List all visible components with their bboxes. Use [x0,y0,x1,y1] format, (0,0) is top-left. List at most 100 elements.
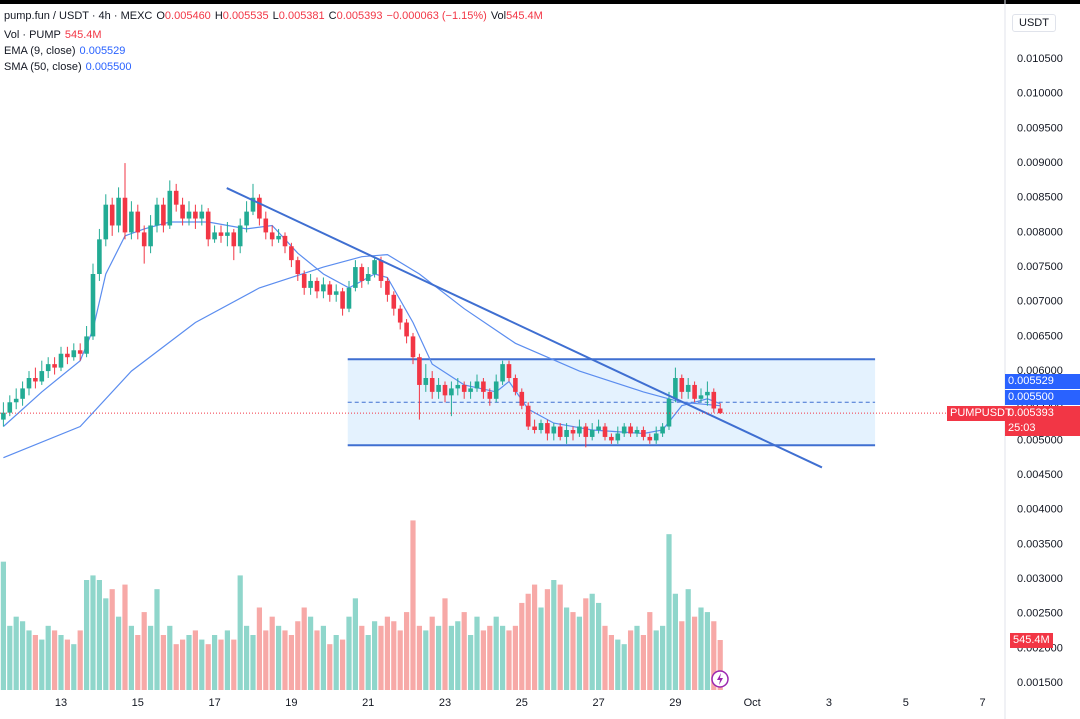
candle-body [141,232,147,247]
top-strip [0,0,1080,4]
ohlc-key: C [328,10,337,22]
candle-body [481,381,486,392]
x-tick-label: 7 [980,697,986,709]
volume-bar [218,639,224,690]
x-tick-label: 15 [132,697,144,709]
unit-label: USDT [1012,14,1056,32]
y-tick-label: 0.003000 [1017,573,1063,585]
volume-bar [352,598,358,690]
volume-bar [717,640,723,690]
volume-bar [371,621,378,690]
volume-bar [109,589,115,690]
volume-bar [250,635,256,690]
volume-bar [480,630,486,690]
candle-body [621,426,627,434]
candle-body [493,381,499,399]
volume-bar [282,630,288,690]
candle-body [333,291,339,295]
volume-bar [691,616,698,690]
price-tag-countdown: 25:03 [1008,421,1036,434]
candle-body [20,388,25,399]
volume-bar [141,612,147,690]
ohlc-key: O [156,10,165,22]
volume-bar [474,616,480,690]
x-tick-label: 23 [439,697,451,709]
volume-bar [71,644,77,690]
lightning-icon[interactable] [710,669,730,689]
volume-bar [435,625,442,690]
x-tick-label: 27 [592,697,604,709]
price-tag-label: 0.005529 [1008,374,1054,387]
candle-body [570,430,576,434]
volume-bar [397,630,403,690]
indicator-line [3,253,721,459]
volume-bar [583,598,589,690]
candle-body [353,267,358,288]
volume-bar [243,625,250,690]
sma-legend: SMA (50, close) 0.005500 [4,61,136,73]
candle-body [538,423,544,431]
volume-bar [595,602,602,690]
volume-bar [487,625,493,690]
candle-body [154,204,160,226]
ohlc-item: O0.005460 [156,10,210,22]
candle-body [321,284,326,292]
candle-body [225,232,230,236]
ohlc-key: L [272,10,279,22]
y-tick-label: 0.007500 [1017,261,1063,273]
candle-body [58,353,64,368]
y-tick-label: 0.008000 [1017,226,1063,238]
candle-body [506,364,512,379]
candle-body [711,391,717,409]
candle-body [577,426,582,434]
y-tick-label: 0.008500 [1017,192,1063,204]
volume-bar [275,625,282,690]
candle-body [468,388,473,392]
ohlc-item: C0.005393 [329,10,383,22]
candle-body [705,391,710,396]
volume-bar [711,621,717,690]
volume-bar [211,635,218,690]
volume-bar [307,616,314,690]
volume-bar [263,630,269,690]
volume-bar [7,625,13,690]
ohlc-value: 545.4M [506,10,543,22]
volume-bar [563,607,570,690]
volume-bar [301,607,307,690]
volume-legend-value: 545.4M [64,29,102,41]
volume-bar [640,635,646,690]
y-tick-label: 0.002500 [1017,608,1063,620]
candle-body [442,384,448,396]
volume-bar [391,621,397,690]
y-tick-label: 0.004000 [1017,504,1063,516]
volume-bar [224,630,230,690]
candle-body [564,430,569,437]
candle-body [71,350,77,358]
candle-body [359,267,365,281]
x-tick-label: Oct [744,697,761,709]
volume-bar [384,616,390,690]
trendline [226,187,823,469]
y-tick-label: 0.007000 [1017,296,1063,308]
volume-bar [167,625,173,690]
volume-bar [621,644,627,690]
volume-bar [333,635,339,690]
candle-body [97,239,102,275]
candle-body [289,246,294,261]
volume-bar [615,639,621,690]
candle-body [404,322,409,337]
volume-bar [13,616,19,690]
candle-body [257,197,262,219]
price-tag-label: 0.005393 [1008,406,1054,419]
volume-bar [160,635,166,690]
candle-body [596,426,601,431]
volume-bar [359,625,365,690]
candle-body [129,211,134,233]
candle-body [180,204,185,219]
candle-body [122,197,128,233]
candle-body [346,287,352,309]
candle-body [65,353,70,358]
candle-body [698,395,704,399]
ohlc-value: 0.005460 [164,10,211,22]
